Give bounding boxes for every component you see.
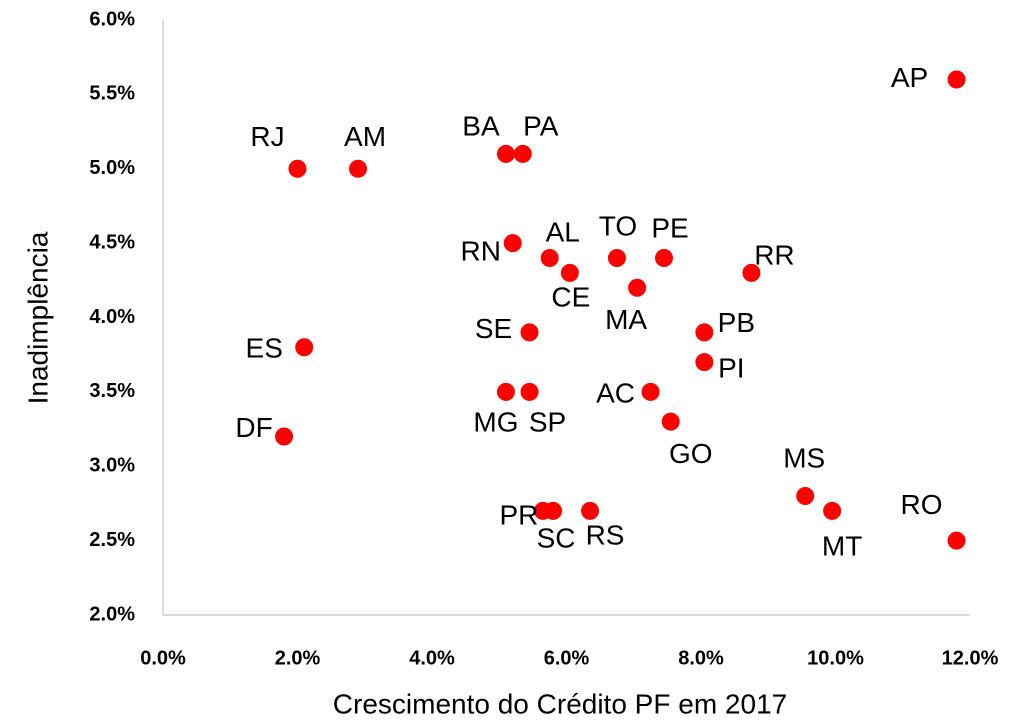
y-tick-label: 5.0% xyxy=(89,157,135,179)
y-tick-label: 3.5% xyxy=(89,380,135,402)
point xyxy=(742,263,761,282)
y-tick-label: 2.5% xyxy=(89,529,135,551)
point-label: RJ xyxy=(250,121,284,152)
point xyxy=(581,501,600,520)
point xyxy=(496,382,515,401)
point-label: RO xyxy=(901,489,943,520)
point-label: SC xyxy=(537,522,576,553)
point xyxy=(607,249,626,267)
point xyxy=(695,353,714,372)
y-tick-label: 4.5% xyxy=(89,231,135,253)
x-tick-label: 8.0% xyxy=(678,647,724,669)
point xyxy=(520,323,539,342)
point xyxy=(661,412,680,431)
x-tick-label: 2.0% xyxy=(275,647,321,669)
point-label: DF xyxy=(235,412,272,443)
point xyxy=(628,278,647,297)
point-label: MS xyxy=(783,442,825,473)
point xyxy=(796,487,815,505)
point xyxy=(695,323,714,342)
point-label: AP xyxy=(891,62,928,93)
point-label: AM xyxy=(344,121,386,152)
point-label: RS xyxy=(586,519,625,550)
x-tick-label: 12.0% xyxy=(942,647,999,669)
point-label: CE xyxy=(551,281,590,312)
point-label: RN xyxy=(460,236,500,267)
point-label: PR xyxy=(500,499,539,530)
point xyxy=(513,144,532,163)
point xyxy=(655,249,674,267)
y-tick-label: 2.0% xyxy=(89,603,135,625)
point-label: ES xyxy=(246,333,283,364)
point xyxy=(496,144,515,163)
point xyxy=(520,382,539,401)
point xyxy=(540,249,559,267)
point xyxy=(275,427,294,446)
x-tick-label: 10.0% xyxy=(807,647,864,669)
point-label: PA xyxy=(523,110,559,141)
point xyxy=(641,382,660,401)
y-axis-title: Inadimplência xyxy=(22,231,53,404)
point xyxy=(288,159,307,178)
x-tick-label: 4.0% xyxy=(409,647,455,669)
y-tick-label: 3.0% xyxy=(89,455,135,477)
point xyxy=(823,501,842,520)
point-label: AC xyxy=(596,377,635,408)
point-label: MT xyxy=(822,530,862,561)
point-label: PI xyxy=(718,353,744,384)
point-label: GO xyxy=(669,438,713,469)
point xyxy=(560,263,579,282)
x-tick-label: 0.0% xyxy=(140,647,186,669)
point-label: PE xyxy=(651,212,688,243)
point-label: MA xyxy=(605,304,647,335)
point-label: AL xyxy=(546,216,580,247)
point-label: RR xyxy=(754,239,794,270)
point-label: SP xyxy=(529,406,566,437)
y-tick-label: 5.5% xyxy=(89,83,135,105)
point xyxy=(544,501,563,520)
point xyxy=(349,159,368,178)
point-label: PB xyxy=(718,307,755,338)
point xyxy=(503,234,522,253)
point xyxy=(947,70,966,89)
point-label: MG xyxy=(473,406,518,437)
x-axis-title: Crescimento do Crédito PF em 2017 xyxy=(333,688,787,719)
point-label: TO xyxy=(599,210,637,241)
x-tick-label: 6.0% xyxy=(544,647,590,669)
point xyxy=(947,531,966,550)
point xyxy=(295,338,314,357)
point-label: BA xyxy=(462,110,500,141)
point-label: SE xyxy=(475,313,512,344)
y-tick-label: 6.0% xyxy=(89,8,135,30)
y-tick-label: 4.0% xyxy=(89,306,135,328)
